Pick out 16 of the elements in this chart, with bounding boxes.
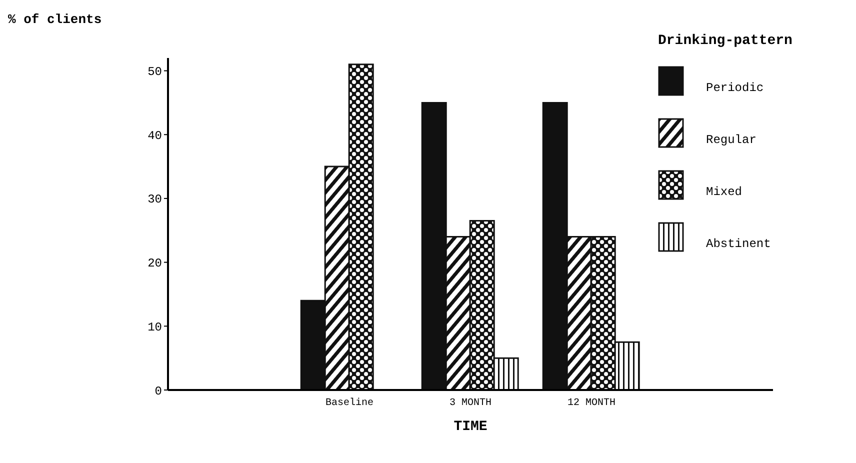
legend-label: Abstinent (706, 237, 771, 251)
x-axis-title: TIME (454, 419, 488, 435)
y-axis-title: % of clients (8, 12, 102, 27)
y-tick-label: 0 (154, 384, 162, 398)
legend-title: Drinking-pattern (658, 33, 792, 49)
legend-label: Regular (706, 133, 756, 147)
y-tick-label: 30 (148, 192, 162, 207)
legend-label: Mixed (706, 185, 742, 199)
y-tick-label: 20 (148, 256, 162, 271)
x-tick-label: Baseline (325, 397, 374, 410)
legend-label: Periodic (706, 81, 764, 95)
y-tick-label: 10 (148, 320, 162, 334)
x-tick-label: 12 MONTH (567, 398, 616, 410)
y-tick-label: 40 (148, 128, 162, 143)
y-tick-label: 50 (148, 65, 162, 80)
x-tick-label: 3 MONTH (449, 398, 492, 410)
